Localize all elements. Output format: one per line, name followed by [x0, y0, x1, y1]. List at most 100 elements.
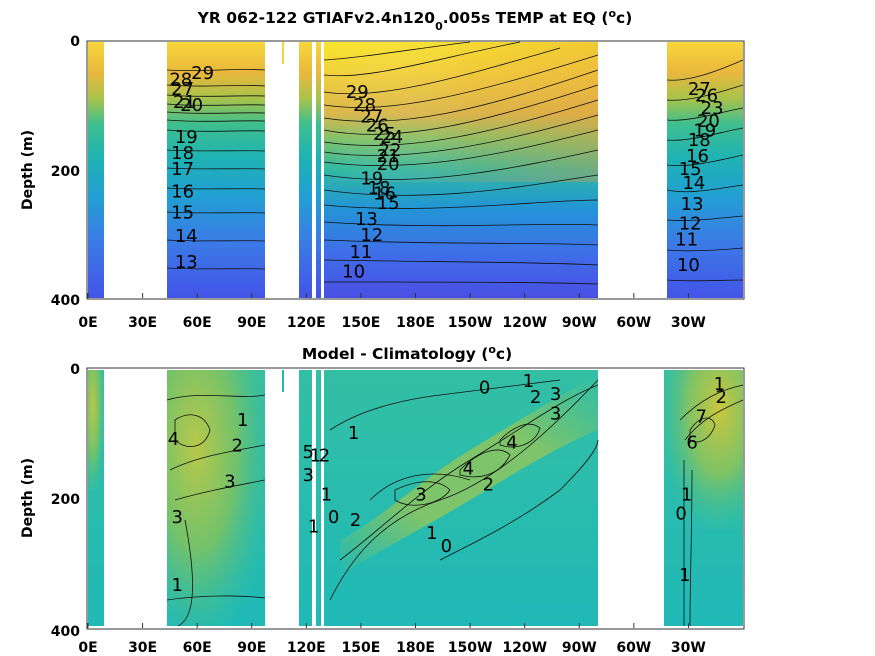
contour-label: 2 — [483, 475, 494, 496]
contour-label: 20 — [697, 111, 720, 132]
x-tick-label: 90W — [562, 640, 597, 656]
contour-label: 21 — [173, 92, 196, 113]
contour-label: 1 — [171, 575, 182, 596]
contour-label: 0 — [328, 507, 339, 528]
contour-label: 6 — [686, 433, 697, 454]
top-yticks: 0 200 400 — [51, 34, 80, 309]
contour-label: 1 — [523, 371, 534, 392]
bottom-panel: Model - Climatology (oc) — [20, 343, 745, 656]
top-field-sliver-b — [299, 42, 312, 298]
contour-label: 1 — [714, 374, 725, 395]
contour-label: 25 — [373, 124, 396, 145]
bottom-ylabel: Depth (m) — [20, 458, 36, 538]
contour-label: 27 — [360, 107, 383, 128]
contour-label: 12 — [679, 213, 702, 234]
contour-label: 10 — [342, 261, 365, 282]
x-tick-label: 120W — [502, 640, 547, 656]
bottom-field-sliver-b — [299, 370, 312, 626]
x-tick-label: 150E — [342, 640, 381, 656]
contour-label: 3 — [302, 465, 313, 486]
bottom-yticks: 0 200 400 — [51, 362, 80, 640]
contour-label: 1 — [426, 523, 437, 544]
contour-label: 27 — [171, 79, 194, 100]
contour-label: 27 — [688, 79, 711, 100]
bottom-ytick-0: 0 — [70, 362, 80, 378]
contour-label: 10 — [677, 255, 700, 276]
contour-label: 23 — [701, 98, 724, 119]
bottom-ytick-400: 400 — [51, 624, 80, 640]
contour-label: 2 — [350, 510, 361, 531]
contour-label: 3 — [550, 384, 561, 405]
contour-label: 13 — [175, 252, 198, 273]
top-field-sliver-c — [316, 42, 321, 298]
contour-label: 0 — [675, 504, 686, 525]
x-tick-label: 90W — [562, 315, 597, 331]
top-ytick-200: 200 — [51, 164, 80, 180]
top-ylabel: Depth (m) — [20, 130, 36, 210]
contour-label: 18 — [368, 178, 391, 199]
contour-label: 26 — [695, 85, 718, 106]
contour-label: 19 — [360, 169, 383, 190]
contour-label: 15 — [679, 159, 702, 180]
contour-label: 1 — [679, 565, 690, 586]
contour-label: 28 — [169, 69, 192, 90]
x-tick-label: 150E — [342, 315, 381, 331]
x-tick-label: 180E — [396, 640, 435, 656]
contour-label: 21 — [377, 146, 400, 167]
contour-label: 14 — [682, 173, 705, 194]
contour-label: 19 — [693, 121, 716, 142]
top-field-west — [88, 42, 104, 298]
x-tick-label: 30W — [671, 315, 706, 331]
top-field-indian — [167, 42, 265, 298]
contour-label: 1 — [321, 484, 332, 505]
x-tick-label: 60E — [183, 640, 212, 656]
contour-label: 1 — [348, 423, 359, 444]
x-tick-label: 90E — [237, 315, 266, 331]
bottom-field-atlantic-warm — [664, 370, 743, 530]
x-tick-label: 120E — [287, 640, 326, 656]
contour-label: 12 — [360, 225, 383, 246]
contour-label: 4 — [506, 433, 517, 454]
top-field-atlantic — [667, 42, 743, 298]
bottom-field-sliver-a — [282, 370, 284, 392]
contour-label: 4 — [463, 458, 474, 479]
contour-label: 16 — [686, 146, 709, 167]
contour-label: 26 — [366, 116, 389, 137]
contour-label: 4 — [168, 429, 179, 450]
x-tick-label: 60E — [183, 315, 212, 331]
contour-label: 29 — [346, 82, 369, 103]
contour-label: 19 — [175, 127, 198, 148]
contour-label: 14 — [175, 226, 198, 247]
x-tick-label: 180E — [396, 315, 435, 331]
bottom-field-sliver-c — [316, 370, 321, 626]
x-tick-label: 0E — [78, 315, 97, 331]
contour-label: 15 — [171, 203, 194, 224]
x-tick-label: 120W — [502, 315, 547, 331]
top-title: YR 062-122 GTIAFv2.4n1200.005s TEMP at E… — [197, 7, 633, 33]
contour-label: 2 — [231, 436, 242, 457]
contour-label: 7 — [695, 407, 706, 428]
x-tick-label: 0E — [78, 640, 97, 656]
contour-label: 1 — [310, 445, 321, 466]
top-contour-labels: 2928272120191817161514132928272625242221… — [169, 63, 723, 282]
contour-label: 3 — [415, 484, 426, 505]
top-panel: YR 062-122 GTIAFv2.4n1200.005s TEMP at E… — [20, 7, 745, 331]
contour-label: 1 — [237, 410, 248, 431]
contour-label: 5 — [302, 442, 313, 463]
bottom-field-west-warm — [88, 370, 104, 490]
top-ytick-400: 400 — [51, 293, 80, 309]
contour-label: 3 — [171, 507, 182, 528]
x-tick-label: 60W — [616, 315, 651, 331]
top-plot-area: 2928272120191817161514132928272625242221… — [86, 40, 745, 300]
contour-label: 0 — [441, 536, 452, 557]
contour-label: 1 — [308, 517, 319, 538]
x-tick-label: 30W — [671, 640, 706, 656]
bottom-title: Model - Climatology (oc) — [302, 343, 512, 364]
contour-label: 20 — [377, 154, 400, 175]
contour-label: 17 — [171, 159, 194, 180]
contour-label: 24 — [380, 127, 403, 148]
x-tick-label: 90E — [237, 640, 266, 656]
